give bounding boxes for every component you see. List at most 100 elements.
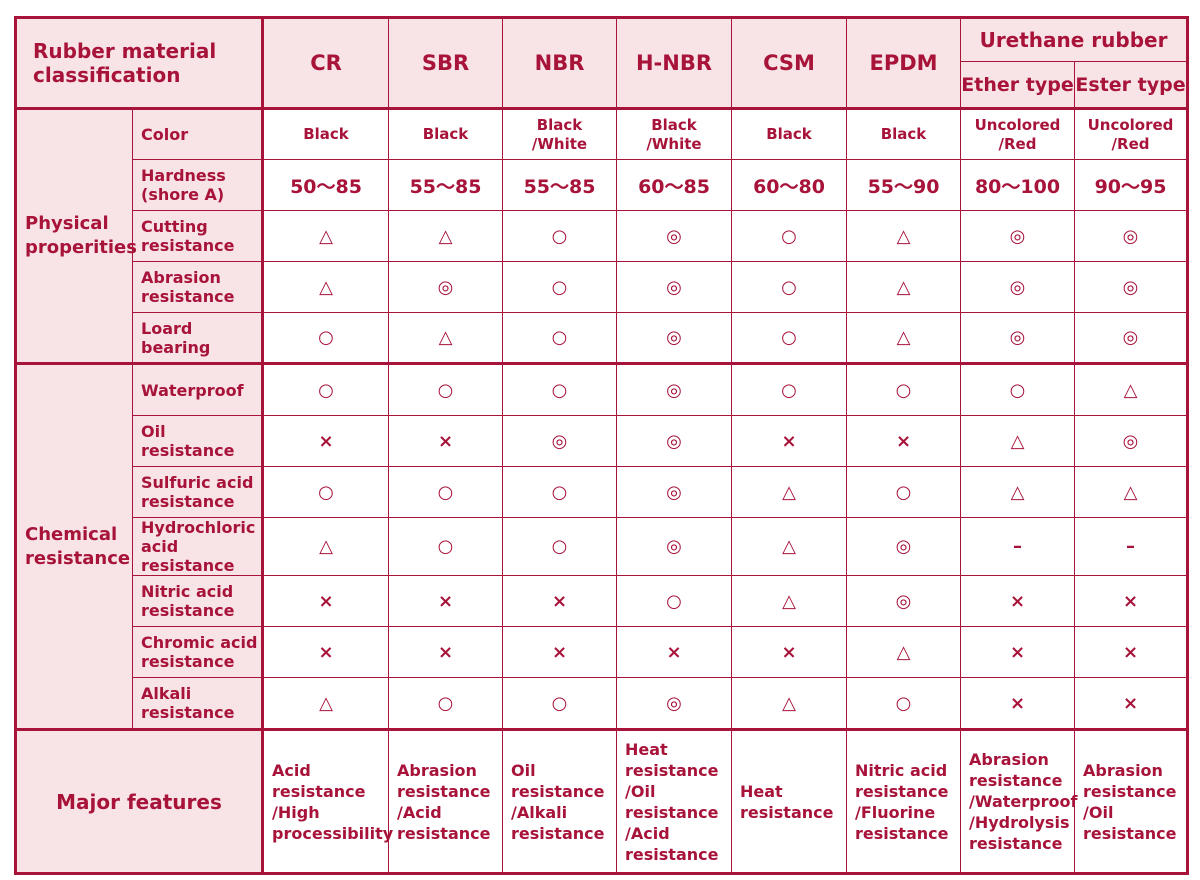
cell-cutting-csm: ○ — [731, 210, 848, 262]
cell-hydrochloric-csm: △ — [731, 517, 848, 576]
rubber-comparison-table: Rubber material classification CR SBR NB… — [14, 16, 1190, 875]
row-label-oil: Oil resistance — [131, 415, 265, 467]
cell-abrasion-csm: ○ — [731, 261, 848, 313]
table-row-cutting: Cutting resistance △ △ ○ ◎ ○ △ ◎ ◎ — [16, 210, 1189, 262]
cell-waterproof-sbr: ○ — [388, 362, 504, 416]
major-feature-sbr: Abrasion resistance /Acid resistance — [388, 728, 504, 874]
cell-abrasion-cr: △ — [262, 261, 390, 313]
cell-hardness-hnbr: 60〜85 — [616, 159, 733, 211]
row-label-hydrochloric: Hydrochloric acid resistance — [131, 517, 265, 576]
ester-type-header: Ester type — [1074, 61, 1189, 110]
cell-chromic-epdm: △ — [846, 626, 962, 678]
cell-sulfuric-epdm: ○ — [846, 466, 962, 518]
cell-nitric-hnbr: ○ — [616, 575, 733, 627]
cell-color-cr: Black — [262, 107, 390, 160]
table-row-sulfuric: Sulfuric acid resistance ○ ○ ○ ◎ △ ○ △ △ — [16, 466, 1189, 518]
major-feature-epdm: Nitric acid resistance /Fluorine resista… — [846, 728, 962, 874]
cell-sulfuric-hnbr: ◎ — [616, 466, 733, 518]
cell-abrasion-nbr: ○ — [502, 261, 618, 313]
cell-hydrochloric-nbr: ○ — [502, 517, 618, 576]
table-row-alkali: Alkali resistance △ ○ ○ ◎ △ ○ × × — [16, 677, 1189, 731]
table-row-waterproof: Chemical resistance Waterproof ○ ○ ○ ◎ ○ ○ ○ △ — [15, 362, 1189, 731]
cell-chromic-hnbr: × — [616, 626, 733, 678]
cell-oil-ester: ◎ — [1074, 415, 1189, 467]
cell-color-nbr: Black /White — [502, 107, 618, 160]
table-row-hardness: Hardness (shore A) 50〜85 55〜85 55〜85 60〜85 60… — [16, 159, 1189, 211]
cell-oil-hnbr: ◎ — [616, 415, 733, 467]
table-row-hydrochloric: Hydrochloric acid resistance △ ○ ○ ◎ △ ◎ – – — [16, 517, 1189, 576]
cell-waterproof-cr: ○ — [262, 362, 390, 416]
table-row-oil: Oil resistance × × ◎ ◎ × × △ ◎ — [16, 415, 1189, 467]
cell-nitric-sbr: × — [388, 575, 504, 627]
row-label-chromic: Chromic acid resistance — [131, 626, 265, 678]
cell-sulfuric-csm: △ — [731, 466, 848, 518]
row-label-load: Loard bearing — [131, 312, 265, 365]
cell-sulfuric-cr: ○ — [262, 466, 390, 518]
urethane-rubber-header: Urethane rubber — [960, 17, 1189, 62]
cell-oil-nbr: ◎ — [502, 415, 618, 467]
cell-hydrochloric-sbr: ○ — [388, 517, 504, 576]
cell-alkali-nbr: ○ — [502, 677, 618, 731]
table-row-abrasion: Abrasion resistance △ ◎ ○ ◎ ○ △ ◎ ◎ — [16, 261, 1189, 313]
row-label-nitric: Nitric acid resistance — [131, 575, 265, 627]
cell-nitric-epdm: ◎ — [846, 575, 962, 627]
material-header-cr: CR — [262, 17, 390, 110]
cell-nitric-csm: △ — [731, 575, 848, 627]
cell-hydrochloric-cr: △ — [262, 517, 390, 576]
cell-cutting-hnbr: ◎ — [616, 210, 733, 262]
cell-sulfuric-ester: △ — [1074, 466, 1189, 518]
cell-oil-ether: △ — [960, 415, 1076, 467]
rubber-comparison-table-container: Rubber material classification CR SBR NB… — [14, 16, 1190, 875]
cell-hydrochloric-hnbr: ◎ — [616, 517, 733, 576]
cell-color-sbr: Black — [388, 107, 504, 160]
cell-cutting-nbr: ○ — [502, 210, 618, 262]
cell-abrasion-epdm: △ — [846, 261, 962, 313]
cell-nitric-ester: × — [1074, 575, 1189, 627]
cell-nitric-ether: × — [960, 575, 1076, 627]
cell-load-cr: ○ — [262, 312, 390, 365]
material-header-epdm: EPDM — [846, 17, 962, 110]
cell-hydrochloric-ester: – — [1074, 517, 1189, 576]
material-header-nbr: NBR — [502, 17, 618, 110]
cell-cutting-ether: ◎ — [960, 210, 1076, 262]
cell-cutting-cr: △ — [262, 210, 390, 262]
table-row-chromic: Chromic acid resistance × × × × × △ × × — [16, 626, 1189, 678]
cell-load-sbr: △ — [388, 312, 504, 365]
header-row-2: Ether type Ester type — [16, 61, 1189, 110]
cell-hardness-ether: 80〜100 — [960, 159, 1076, 211]
cell-chromic-nbr: × — [502, 626, 618, 678]
cell-waterproof-ether: ○ — [960, 362, 1076, 416]
group-physical-properties: Physical properities — [15, 107, 137, 365]
row-label-color: Color — [131, 107, 265, 160]
cell-waterproof-epdm: ○ — [846, 362, 962, 416]
cell-waterproof-hnbr: ◎ — [616, 362, 733, 416]
major-feature-ester: Abrasion resistance /Oil resistance — [1074, 728, 1189, 874]
row-label-hardness: Hardness (shore A) — [131, 159, 265, 211]
classification-header: Rubber material classification — [14, 17, 265, 110]
cell-load-hnbr: ◎ — [616, 312, 733, 365]
cell-nitric-nbr: × — [502, 575, 618, 627]
major-feature-ether: Abrasion resistance /Waterproof /Hydroly… — [960, 728, 1077, 874]
material-header-hnbr: H-NBR — [616, 17, 733, 110]
cell-chromic-ester: × — [1074, 626, 1189, 678]
cell-abrasion-ether: ◎ — [960, 261, 1076, 313]
major-features-label: Major features — [14, 728, 265, 874]
cell-load-csm: ○ — [731, 312, 848, 365]
table-row-load: Loard bearing ○ △ ○ ◎ ○ △ ◎ ◎ — [16, 312, 1189, 365]
cell-alkali-ether: × — [960, 677, 1076, 731]
table-row-major-features: Major features Acid resistance /High proc… — [14, 728, 1189, 874]
group-chemical-resistance: Chemical resistance — [15, 362, 133, 731]
cell-alkali-cr: △ — [262, 677, 390, 731]
table-row-color: Physical properities Color Black Black Black… — [15, 107, 1189, 365]
cell-alkali-csm: △ — [731, 677, 848, 731]
cell-alkali-ester: × — [1074, 677, 1189, 731]
cell-waterproof-ester: △ — [1074, 362, 1189, 416]
cell-color-ether: Uncolored /Red — [960, 107, 1076, 160]
cell-sulfuric-sbr: ○ — [388, 466, 504, 518]
cell-abrasion-hnbr: ◎ — [616, 261, 733, 313]
row-label-waterproof: Waterproof — [131, 362, 265, 416]
cell-cutting-epdm: △ — [846, 210, 962, 262]
cell-load-ester: ◎ — [1074, 312, 1189, 365]
row-label-sulfuric: Sulfuric acid resistance — [131, 466, 265, 518]
row-label-abrasion: Abrasion resistance — [131, 261, 265, 313]
